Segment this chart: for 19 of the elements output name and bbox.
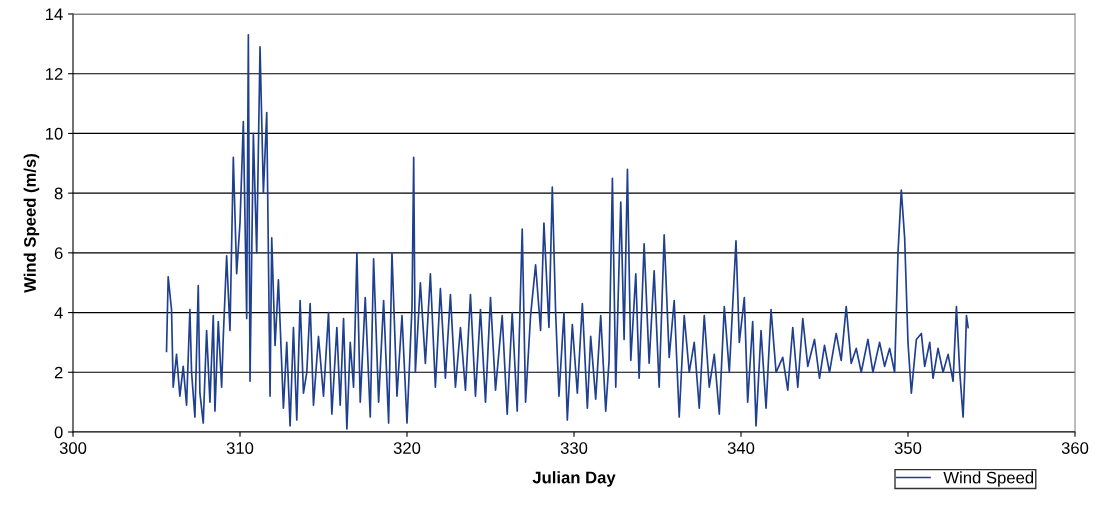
y-axis-title: Wind Speed (m/s) (23, 153, 40, 293)
y-tick-label: 4 (54, 307, 63, 319)
x-tick-label: 330 (560, 442, 588, 454)
x-tick-label: 340 (727, 442, 755, 454)
legend-label: Wind Speed (943, 471, 1034, 487)
x-tick-label: 300 (59, 442, 87, 454)
y-tick-label: 10 (46, 127, 63, 140)
y-tick-label: 8 (54, 187, 63, 200)
y-tick-label: 0 (54, 426, 63, 439)
line-series (165, 34, 969, 430)
x-tick-label: 310 (226, 442, 254, 454)
x-axis-title: Julian Day (532, 471, 616, 487)
y-tick-label: 2 (54, 366, 63, 379)
x-tick-label: 360 (1061, 442, 1089, 454)
y-tick-label: 14 (46, 8, 63, 21)
x-tick-label: 320 (393, 442, 421, 454)
y-tick-label: 6 (54, 247, 63, 260)
x-tick-label: 350 (894, 442, 922, 454)
y-tick-label: 12 (46, 68, 63, 80)
